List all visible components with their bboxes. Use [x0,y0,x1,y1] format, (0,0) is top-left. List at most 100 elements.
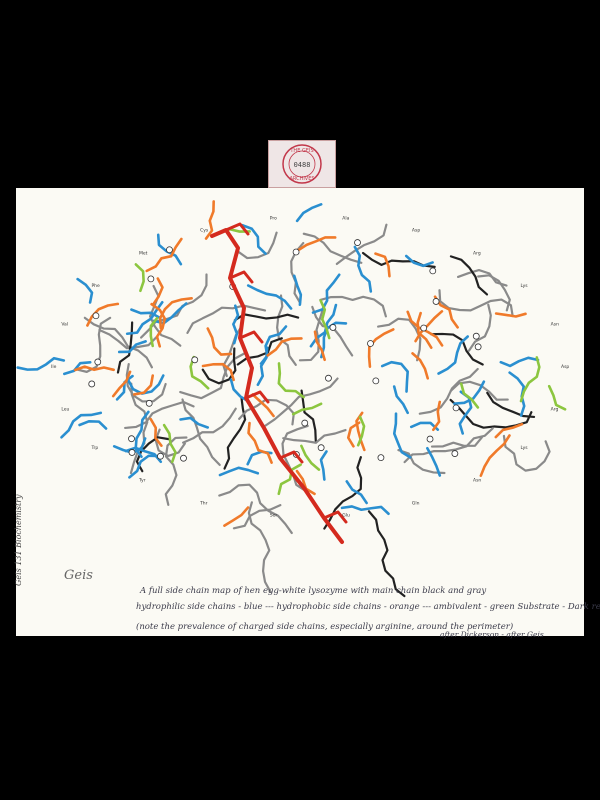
main-chain-segment [403,427,494,464]
ambivalent-side-chain [189,355,210,390]
residue-label: Ile [51,364,57,370]
hydrophilic-side-chain [292,274,303,306]
hydrophilic-side-chain [232,304,240,345]
hydrophobic-side-chain [494,422,524,439]
main-chain-segment [486,391,536,419]
hydrophobic-side-chain [132,374,155,396]
residue-label: Trp [90,445,98,451]
hydrophobic-side-chain [494,312,527,318]
main-chain-segment [300,389,317,443]
hydrophobic-side-chain [111,370,132,398]
hydrophilic-side-chain [392,385,409,415]
alpha-carbon-marker [145,399,153,407]
archive-seal-graphic: THE GEIS 0488 ARCHIVES [282,144,322,184]
hydrophobic-side-chain [374,252,391,278]
main-chain-segment [201,347,237,385]
main-chain-segment [298,307,325,362]
hydrophilic-side-chain [78,420,108,430]
stamp-number: 0488 [294,161,311,169]
residue-label: Lys [521,445,529,451]
main-chain-segment [74,316,112,373]
main-chain-segment [129,382,149,475]
substrate-branch [228,270,254,284]
hydrophobic-side-chain [296,236,337,252]
main-chain-segment [319,295,387,318]
main-chain-segment [186,304,267,334]
residue-label: Asn [551,322,559,328]
main-chain-segment [223,396,247,470]
residue-label: Val [61,322,68,328]
ambivalent-side-chain [162,423,177,464]
hydrophilic-side-chain [128,454,161,479]
hydrophilic-side-chain [179,416,210,429]
residue-label: Asp [561,364,569,370]
hydrophobic-side-chain [145,237,183,273]
main-chain-segment [456,269,508,287]
stamp-arc-bottom: ARCHIVES [289,176,314,182]
hydrophilic-side-chain [16,356,66,371]
alpha-carbon-marker [301,419,309,427]
main-chain-segment [237,231,278,260]
residue-label: Gln [412,500,420,506]
main-chain-segment [430,436,484,448]
hydrophilic-side-chain [353,245,373,293]
alpha-carbon-marker [432,298,440,305]
caption-line-2: hydrophilic side chains - blue --- hydro… [136,602,600,612]
hydrophilic-side-chain [319,450,328,481]
hydrophilic-side-chain [409,421,440,431]
margin-note: Geis 131 Biochemistry [14,494,23,586]
hydrophobic-side-chain [355,411,366,452]
hydrophobic-side-chain [346,421,361,448]
alpha-carbon-marker [157,452,164,460]
artist-signature: Geis [64,568,93,583]
hydrophobic-side-chain [149,417,163,447]
alpha-carbon-marker [92,312,100,320]
hydrophobic-side-chain [150,302,167,348]
hydrophobic-side-chain [206,327,233,356]
alpha-carbon-marker [147,275,155,283]
residue-label: Leu [61,406,69,412]
main-chain-segment [449,255,489,296]
hydrophobic-side-chain [158,297,193,330]
hydrophilic-side-chain [76,277,94,304]
hydrophilic-side-chain [295,203,323,223]
hydrophobic-side-chain [416,311,433,350]
ambivalent-side-chain [519,356,541,403]
alpha-carbon-marker [372,377,380,385]
hydrophilic-side-chain [60,411,103,439]
main-chain-segment [98,328,158,350]
main-chain-segment [282,428,347,444]
hydrophobic-side-chain [247,421,273,464]
residue-label: Pro [270,216,277,222]
alpha-carbon-marker [166,246,173,254]
archive-stamp: THE GEIS 0488 ARCHIVES [268,140,336,188]
alpha-carbon-marker [354,239,361,246]
alpha-carbon-marker [329,324,337,331]
alpha-carbon-marker [426,435,434,443]
ambivalent-side-chain [547,384,567,411]
hydrophilic-side-chain [345,480,368,505]
main-chain-segment [438,289,514,318]
hydrophilic-side-chain [134,410,150,459]
main-chain-segment [397,448,446,475]
alpha-carbon-marker [452,404,460,412]
substrate-branch [278,450,304,464]
alpha-carbon-marker [88,380,96,388]
main-chain-segment [247,501,272,593]
main-chain-segment [276,294,297,366]
hydrophilic-side-chain [218,466,260,477]
substrate-branch [224,222,250,236]
alpha-carbon-marker [180,454,187,462]
stamp-arc-top: THE GEIS [289,148,313,154]
hydrophilic-side-chain [437,335,470,375]
hydrophobic-side-chain [204,200,215,240]
hydrophilic-side-chain [63,360,92,376]
alpha-carbon-marker [128,449,136,456]
main-chain-segment [302,232,363,264]
ambivalent-side-chain [277,362,305,399]
hydrophilic-side-chain [453,380,486,405]
alpha-carbon-marker [367,340,374,347]
alpha-carbon-marker [474,343,482,351]
main-chain-segment [179,352,246,400]
main-chain-segment [164,436,188,506]
